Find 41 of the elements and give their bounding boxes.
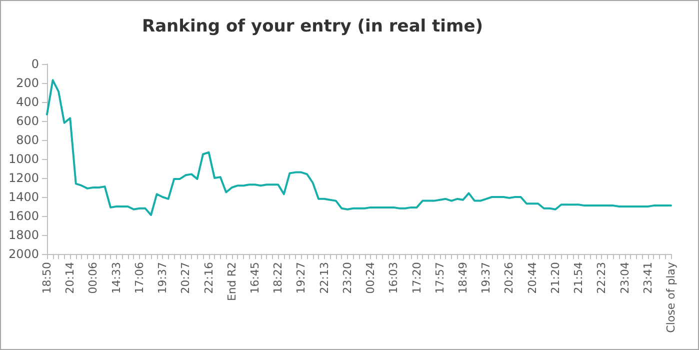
x-tick-label: End R2 (225, 262, 238, 302)
x-tick-label: 19:27 (294, 262, 308, 294)
x-tick-label: Close of play (664, 262, 678, 333)
y-tick-label: 1400 (8, 190, 39, 204)
x-tick-label: 19:37 (480, 262, 493, 294)
y-tick-label: 2000 (8, 247, 39, 261)
x-tick-label: 20:14 (64, 262, 77, 294)
x-tick-label: 17:06 (132, 262, 146, 294)
x-tick-label: 14:33 (110, 262, 123, 294)
x-tick-label: 22:23 (595, 262, 608, 294)
y-tick-label: 200 (16, 76, 39, 90)
line-series (46, 79, 672, 216)
x-tick-label: 18:22 (272, 262, 285, 294)
y-tick-label: 1000 (8, 152, 39, 166)
x-tick-label: 23:41 (641, 262, 654, 294)
x-tick-label: 20:26 (502, 262, 516, 294)
x-tick-label: 21:54 (572, 262, 586, 294)
y-tick-label: 800 (16, 133, 39, 147)
x-tick-label: 18:50 (40, 262, 54, 294)
x-tick-label: 17:20 (410, 262, 424, 294)
y-tick-label: 1200 (8, 171, 39, 185)
x-tick-label: 16:45 (248, 262, 262, 294)
x-tick-label: 20:27 (179, 262, 192, 294)
x-tick-label: 00:24 (364, 262, 378, 294)
y-tick-label: 400 (16, 95, 39, 109)
chart-title: Ranking of your entry (in real time) (142, 16, 484, 36)
x-tick-label: 21:20 (548, 262, 562, 294)
x-tick-label: 22:16 (202, 262, 216, 294)
x-tick-label: 17:57 (433, 262, 446, 294)
x-tick-label: 22:13 (318, 262, 331, 294)
x-tick-label: 19:37 (156, 262, 170, 294)
x-tick-label: 23:04 (618, 262, 632, 294)
x-tick-label: 23:20 (340, 262, 354, 294)
x-tick-label: 00:06 (86, 262, 100, 294)
y-tick-label: 600 (16, 114, 39, 128)
y-tick-label: 1600 (8, 209, 39, 223)
x-tick-label: 16:03 (387, 262, 400, 294)
y-tick-label: 1800 (8, 228, 39, 242)
y-tick-label: 0 (31, 57, 39, 71)
x-tick-label: 18:49 (456, 262, 470, 294)
x-tick-label: 20:44 (526, 262, 539, 294)
